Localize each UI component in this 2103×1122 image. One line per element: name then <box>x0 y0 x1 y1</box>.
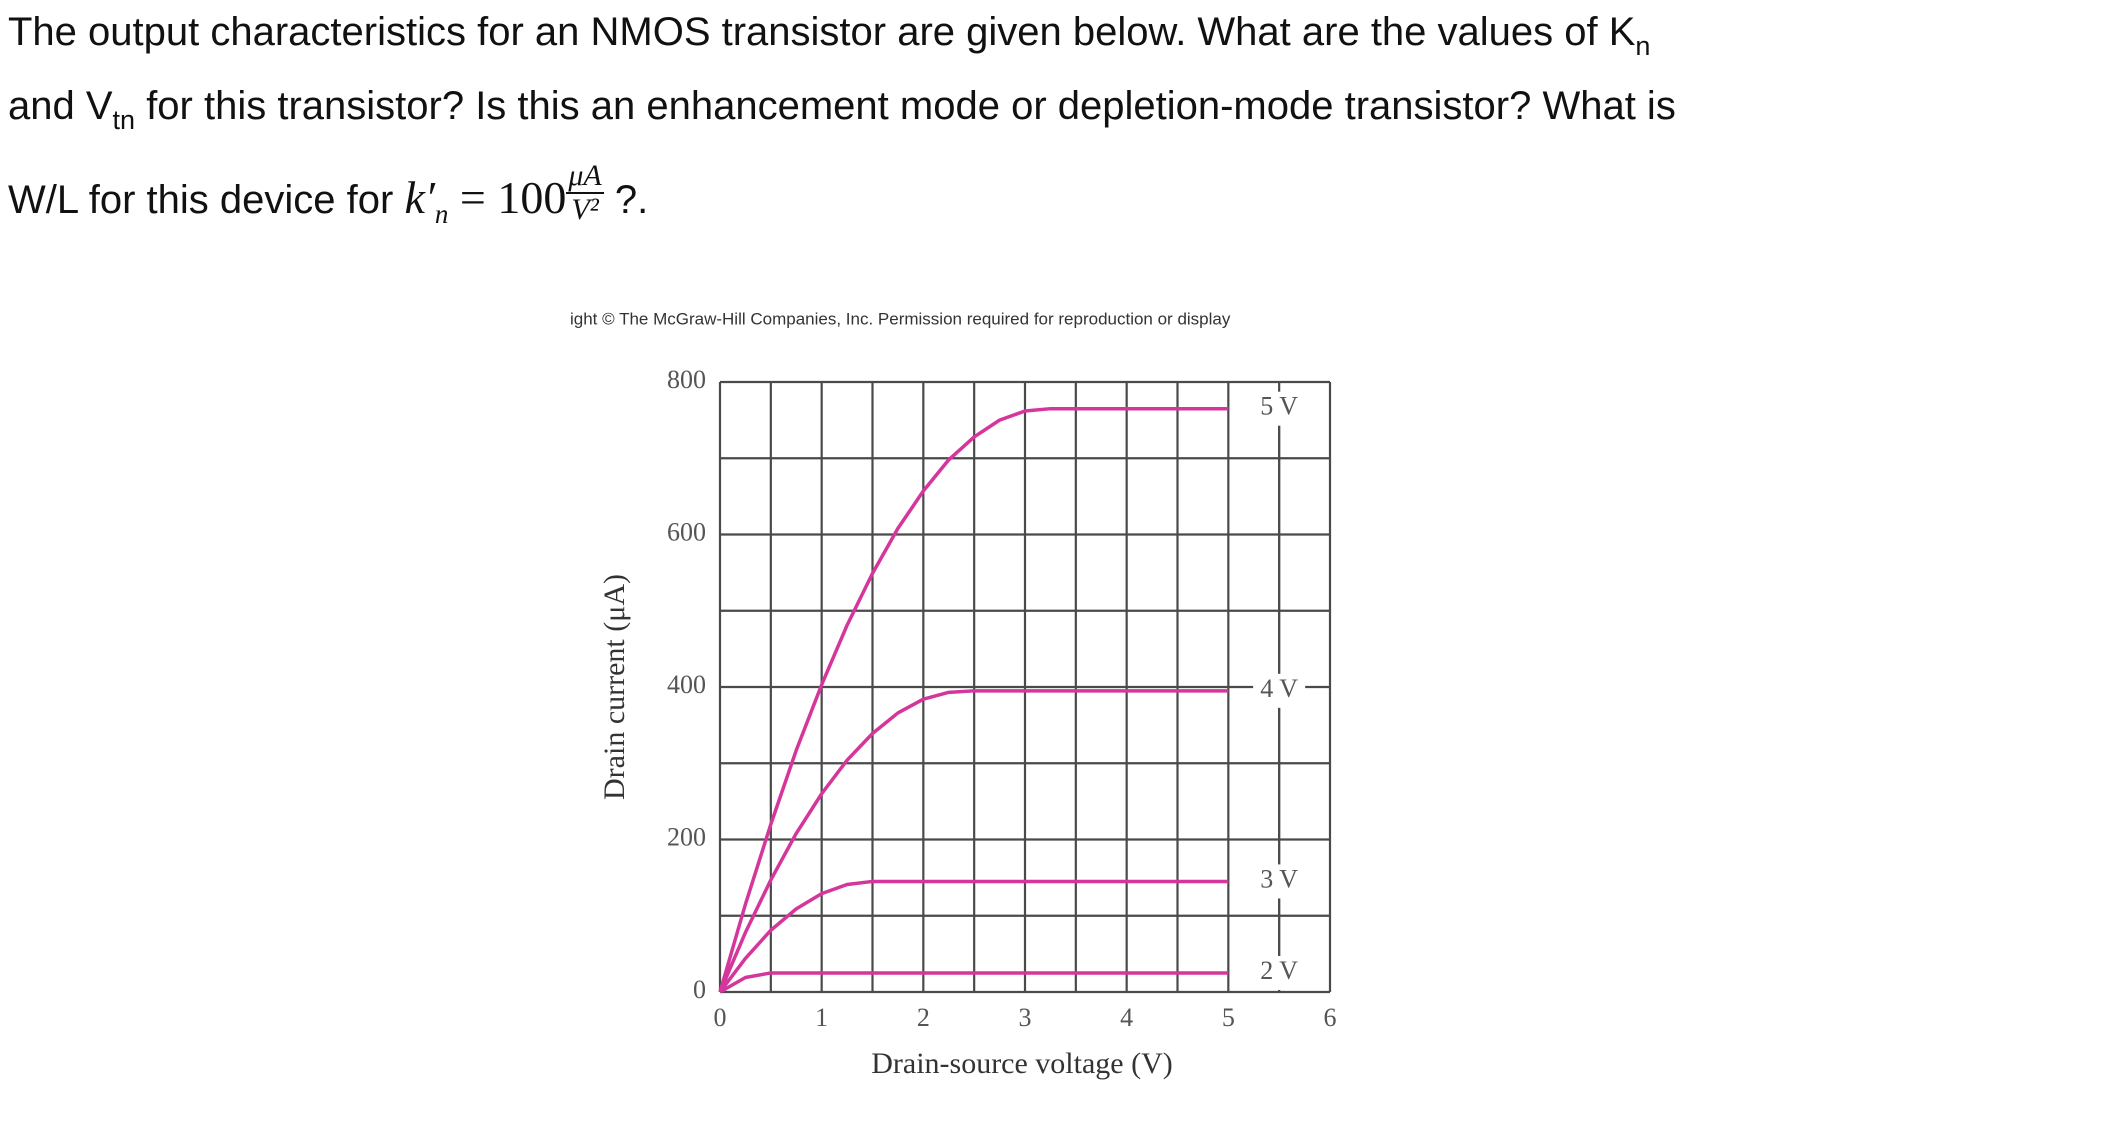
series-line <box>719 971 1229 994</box>
equals: = 100 <box>459 172 567 224</box>
text: W/L for this device for <box>8 178 394 223</box>
legend-label: 5 V <box>1260 392 1298 421</box>
label-bg <box>1253 391 1306 426</box>
legend-label: 4 V <box>1260 674 1298 703</box>
fraction: μA V² <box>566 159 604 226</box>
series-line <box>718 879 1229 994</box>
label-bg <box>1253 955 1306 990</box>
x-tick-label: 0 <box>714 1003 727 1032</box>
x-tick-label: 2 <box>917 1003 930 1032</box>
text: The output characteristics for an NMOS t… <box>8 10 1636 54</box>
question-line: The output characteristics for an NMOS t… <box>8 10 1650 60</box>
subscript: tn <box>112 105 136 135</box>
x-tick-label: 3 <box>1019 1003 1032 1032</box>
subscript: n <box>1635 31 1651 61</box>
y-axis-label: Drain current (μA) <box>598 574 631 800</box>
text: ?. <box>614 178 649 223</box>
formula: k′n = 100 <box>404 172 567 228</box>
denominator: V² <box>571 192 599 226</box>
y-tick-label: 0 <box>693 975 706 1004</box>
y-tick-label: 600 <box>667 517 706 546</box>
y-tick-label: 800 <box>667 365 706 394</box>
question-line: W/L for this device for k′n = 100 μA V² ?. <box>8 160 649 235</box>
label-bg <box>1253 864 1306 899</box>
text: and V <box>8 84 113 128</box>
x-tick-label: 1 <box>815 1003 828 1032</box>
subscript: n <box>434 199 449 230</box>
credit: ight © The McGraw-Hill Companies, Inc. P… <box>570 309 1231 328</box>
x-tick-label: 4 <box>1120 1003 1133 1032</box>
y-tick-label: 200 <box>667 822 706 851</box>
legend-label: 3 V <box>1260 864 1298 893</box>
text: for this transistor? Is this an enhancem… <box>146 84 1676 128</box>
legend-label: 2 V <box>1260 956 1298 985</box>
question-line: and Vtn for this transistor? Is this an … <box>8 84 1676 134</box>
symbol: k′ <box>404 172 435 224</box>
y-tick-label: 400 <box>667 670 706 699</box>
series-line <box>718 689 1229 993</box>
x-tick-label: 5 <box>1222 1003 1235 1032</box>
x-tick-label: 6 <box>1324 1003 1337 1032</box>
series-line <box>718 406 1229 993</box>
x-axis-label: Drain-source voltage (V) <box>871 1047 1173 1080</box>
numerator: μA <box>566 159 604 194</box>
label-bg <box>1253 673 1306 708</box>
